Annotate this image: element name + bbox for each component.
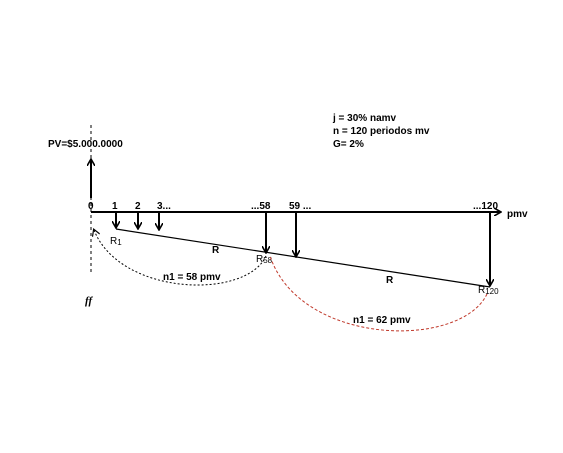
tick-120: ...120: [473, 201, 498, 212]
ff-label: ff: [85, 295, 93, 307]
tick-2: 2: [135, 201, 141, 212]
tick-1: 1: [112, 201, 118, 212]
param-j: j = 30% namv: [332, 113, 397, 124]
payment-r120-label: R120: [478, 285, 499, 296]
slope-r-label-2: R: [386, 275, 394, 286]
tick-0: 0: [88, 201, 94, 212]
param-g: G= 2%: [333, 139, 364, 150]
arc-first-black: [94, 230, 267, 286]
payment-r1-label: R1: [110, 236, 122, 247]
payment-r58-label: R58: [256, 254, 273, 265]
slope-r-label-1: R: [212, 245, 220, 256]
tick-59: 59 ...: [289, 201, 311, 212]
arc-second-red: [269, 255, 488, 332]
arc-second-label: n1 = 62 pmv: [353, 315, 411, 326]
pv-label: PV=$5.000.0000: [48, 139, 123, 150]
tick-3: 3...: [157, 201, 171, 212]
axis-unit-label: pmv: [507, 209, 528, 220]
gradient-slope-line: [115, 228, 491, 288]
arc-first-label: n1 = 58 pmv: [163, 272, 221, 283]
param-n: n = 120 periodos mv: [333, 126, 430, 137]
tick-58: ...58: [251, 201, 271, 212]
